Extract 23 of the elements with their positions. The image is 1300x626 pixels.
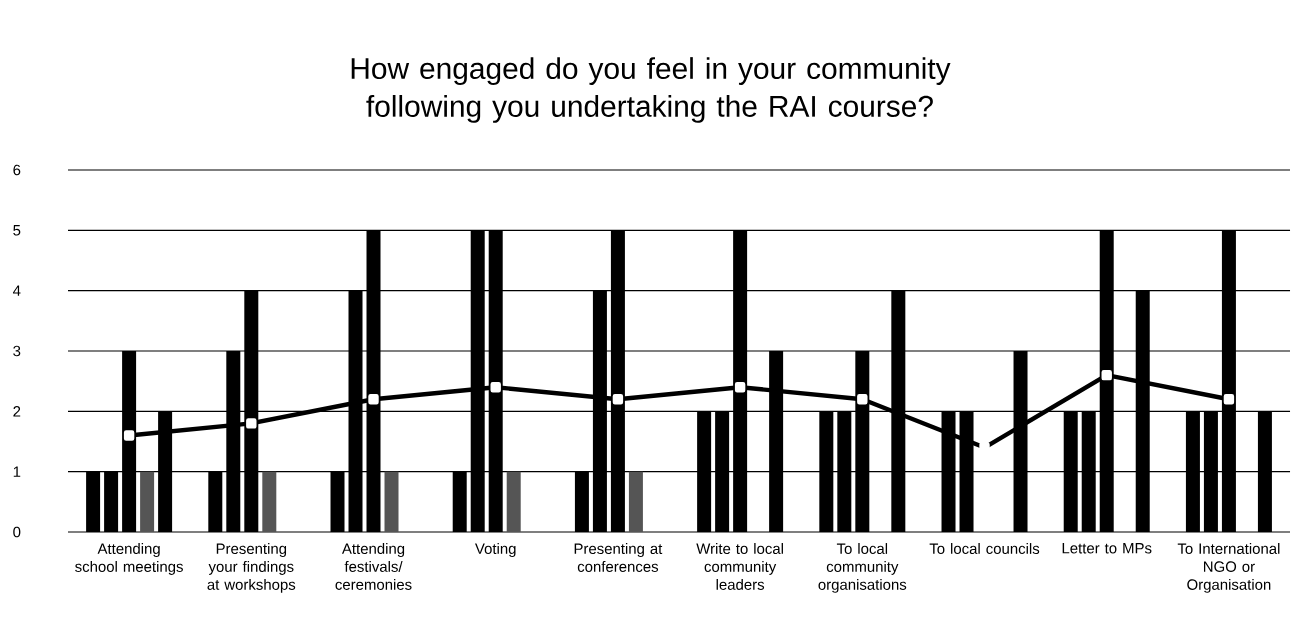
x-tick-label: To International NGO or Organisation xyxy=(1177,543,1280,593)
y-tick-label: 5 xyxy=(13,225,21,236)
y-tick-label: 0 xyxy=(13,526,21,538)
bar xyxy=(506,471,521,532)
x-tick-label: Attending festivals/ ceremonies xyxy=(335,543,412,590)
y-tick-label: 4 xyxy=(12,285,21,296)
x-tick-label: To local community organisations xyxy=(818,543,907,593)
y-tick-label: 3 xyxy=(13,345,21,357)
x-tick-label: To local councils xyxy=(929,543,1040,555)
bar xyxy=(262,471,277,532)
x-tick-label: Voting xyxy=(475,543,516,557)
x-tick-label: Write to local community leaders xyxy=(696,543,783,590)
x-tick-label: Letter to MPs xyxy=(1062,543,1152,554)
x-tick-label: Attending school meetings xyxy=(75,543,183,575)
y-tick-label: 6 xyxy=(13,164,21,176)
bar xyxy=(628,471,643,532)
y-tick-label: 2 xyxy=(13,406,21,417)
x-tick-label: Presenting at conferences xyxy=(574,543,663,572)
y-tick-label: 1 xyxy=(13,466,21,477)
bar xyxy=(140,471,155,532)
x-tick-label: Presenting your findings at workshops xyxy=(207,543,296,593)
bar xyxy=(384,471,399,532)
chart-title: How engaged do you feel in your community following you undertaking the RAI course? xyxy=(351,57,951,123)
